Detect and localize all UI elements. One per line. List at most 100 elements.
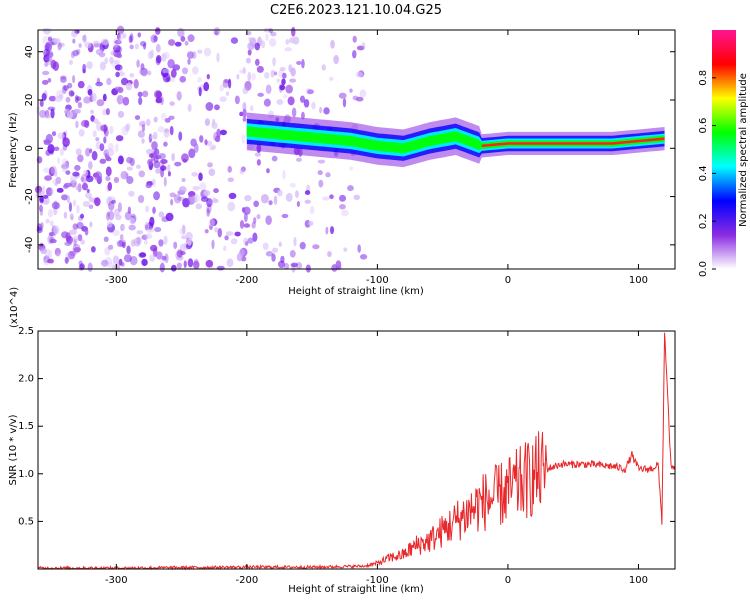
spectrogram-noise-cell bbox=[125, 173, 129, 178]
spectrogram-noise-cell bbox=[170, 198, 174, 206]
spectrogram-noise-cell bbox=[123, 254, 132, 263]
spectrogram-noise-cell bbox=[289, 182, 296, 188]
spectrogram-noise-cell bbox=[117, 86, 124, 94]
spectrogram-noise-cell bbox=[160, 168, 164, 178]
spectrogram-noise-cell bbox=[240, 166, 246, 173]
spectrogram-noise-cell bbox=[71, 30, 78, 38]
spectrogram-noise-cell bbox=[72, 171, 80, 177]
spectrogram-noise-cell bbox=[155, 168, 161, 174]
spectrogram-noise-cell bbox=[108, 244, 114, 250]
spectrogram-noise-cell bbox=[161, 53, 167, 62]
spectrogram-noise-cell bbox=[61, 85, 67, 94]
spectrogram-noise-cell bbox=[223, 245, 227, 252]
spectrogram-noise-cell bbox=[214, 30, 219, 36]
spectrogram-noise-cell bbox=[252, 232, 258, 242]
spectrogram-noise-cell bbox=[283, 262, 290, 270]
spectrogram-noise-cell bbox=[156, 251, 163, 260]
spectrogram-noise-cell bbox=[174, 41, 182, 47]
spectrogram-noise-cell bbox=[311, 101, 316, 110]
spectrogram-noise-cell bbox=[64, 257, 69, 264]
spectrogram-noise-cell bbox=[227, 165, 232, 173]
spectrogram-noise-cell bbox=[117, 202, 122, 213]
x-tick-label: 100 bbox=[629, 575, 648, 586]
spectrogram-noise-cell bbox=[188, 148, 196, 159]
spectrogram-noise-cell bbox=[114, 64, 123, 71]
spectrogram-noise-cell bbox=[296, 201, 300, 207]
spectrogram-noise-cell bbox=[270, 31, 277, 37]
spectrogram-noise-cell bbox=[331, 264, 338, 272]
spectrogram-noise-cell bbox=[89, 221, 93, 228]
spectrogram-noise-cell bbox=[158, 152, 166, 160]
spectrogram-noise-cell bbox=[206, 197, 213, 208]
spectrogram-noise-cell bbox=[242, 206, 251, 215]
spectrogram-noise-cell bbox=[141, 234, 148, 240]
x-tick-label: -100 bbox=[366, 575, 389, 586]
spectrogram-noise-cell bbox=[276, 99, 284, 106]
y-tick-label: -20 bbox=[24, 188, 35, 204]
spectrogram-noise-cell bbox=[134, 115, 141, 120]
spectrogram-noise-cell bbox=[39, 99, 44, 107]
spectrogram-noise-cell bbox=[193, 258, 199, 266]
spectrogram-noise-cell bbox=[80, 239, 85, 245]
spectrogram-noise-cell bbox=[167, 164, 171, 173]
x-tick-label: 0 bbox=[505, 275, 511, 286]
spectrogram-noise-cell bbox=[65, 170, 71, 175]
spectrogram-noise-cell bbox=[47, 77, 52, 83]
spectrogram-noise-cell bbox=[61, 194, 69, 201]
spectrogram-noise-cell bbox=[147, 158, 153, 166]
y-tick-label: 0 bbox=[24, 145, 35, 151]
spectrogram-noise-cell bbox=[160, 112, 167, 121]
spectrogram-noise-cell bbox=[122, 32, 127, 39]
spectrogram-noise-cell bbox=[111, 199, 116, 204]
spectrogram-noise-cell bbox=[128, 224, 136, 231]
spectrogram-noise-cell bbox=[121, 242, 126, 249]
spectrogram-noise-cell bbox=[69, 229, 77, 235]
spectrogram-noise-cell bbox=[191, 51, 197, 59]
spectrogram-noise-cell bbox=[244, 80, 252, 91]
spectrogram-noise-cell bbox=[117, 32, 121, 41]
spectrogram-noise-cell bbox=[77, 154, 84, 163]
spectrogram-noise-cell bbox=[159, 262, 165, 273]
spectrogram-noise-cell bbox=[74, 29, 80, 34]
spectrogram-noise-cell bbox=[271, 155, 278, 162]
spectrogram-noise-cell bbox=[254, 58, 260, 66]
spectrogram-noise-cell bbox=[117, 37, 122, 44]
spectrogram-noise-cell bbox=[47, 144, 55, 154]
spectrogram-noise-cell bbox=[342, 98, 347, 108]
spectrogram-noise-cell bbox=[263, 98, 271, 107]
spectrogram-noise-cell bbox=[69, 213, 74, 220]
spectrogram-noise-cell bbox=[117, 96, 122, 105]
spectrogram-noise-cell bbox=[162, 68, 170, 74]
spectrogram-noise-cell bbox=[280, 255, 285, 264]
spectrogram-noise-cell bbox=[38, 204, 43, 212]
spectrogram-noise-cell bbox=[51, 131, 57, 137]
spectrogram-noise-cell bbox=[141, 123, 146, 133]
spectrogram-noise-cell bbox=[51, 201, 60, 210]
spectrogram-noise-cell bbox=[137, 130, 145, 138]
spectrogram-noise-cell bbox=[195, 203, 202, 210]
spectrogram-noise-cell bbox=[101, 38, 109, 46]
spectrogram-noise-cell bbox=[64, 241, 72, 247]
spectrogram-noise-cell bbox=[127, 206, 132, 214]
spectrogram-noise-cell bbox=[285, 39, 290, 45]
spectrogram-noise-cell bbox=[80, 213, 85, 219]
spectrogram-noise-cell bbox=[109, 56, 114, 64]
spectrogram-noise-cell bbox=[153, 116, 158, 123]
spectrogram-noise-cell bbox=[88, 204, 94, 210]
spectrogram-noise-cell bbox=[247, 237, 254, 244]
spectrogram-noise-cell bbox=[214, 227, 218, 233]
spectrogram-noise-cell bbox=[105, 175, 111, 182]
spectrogram-noise-cell bbox=[106, 156, 112, 162]
spectrogram-noise-cell bbox=[119, 65, 124, 75]
snr-y-multiplier: (x10^4) bbox=[9, 287, 20, 328]
spectrogram-x-ticks: -300 -200 -100 0 100 bbox=[105, 30, 648, 286]
colorbar-ticks: 0.0 0.2 0.4 0.6 0.8 bbox=[698, 70, 716, 277]
spectrogram-noise-cell bbox=[198, 172, 203, 181]
spectrogram-noise-cell bbox=[143, 42, 147, 50]
y-tick-label: 20 bbox=[24, 94, 35, 107]
spectrogram-noise-cell bbox=[181, 177, 186, 183]
spectrogram-noise-cell bbox=[141, 258, 148, 267]
spectrogram-noise-cell bbox=[102, 108, 107, 116]
spectrogram-noise-cell bbox=[73, 247, 82, 253]
